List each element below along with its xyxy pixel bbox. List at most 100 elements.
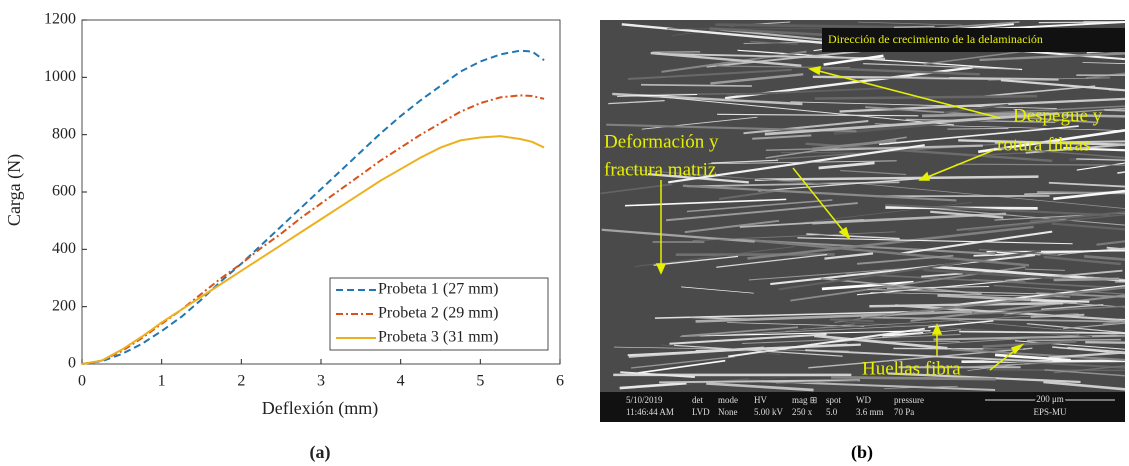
fiber bbox=[1082, 62, 1126, 64]
legend-label: Probeta 2 (29 mm) bbox=[378, 305, 498, 322]
fiber bbox=[882, 286, 1126, 318]
info-text: det bbox=[692, 395, 703, 405]
fiber bbox=[748, 268, 903, 281]
fiber bbox=[955, 163, 1126, 166]
x-tick-label: 2 bbox=[237, 373, 245, 390]
fiber bbox=[829, 318, 874, 323]
y-tick-label: 1200 bbox=[44, 11, 76, 28]
fiber bbox=[921, 272, 963, 278]
fiber bbox=[959, 330, 1126, 335]
fiber bbox=[1076, 162, 1126, 171]
fiber bbox=[884, 385, 958, 389]
fiber bbox=[608, 100, 665, 105]
fiber bbox=[669, 333, 827, 345]
fiber bbox=[863, 63, 1020, 70]
texture bbox=[600, 20, 1126, 392]
chart: Carga (N) Deflexión (mm) (a) 0 1 2 3 4 5 6 0 200… bbox=[4, 11, 564, 463]
fiber bbox=[1027, 338, 1121, 342]
fiber bbox=[818, 161, 875, 170]
sem-image: Dirección de crecimiento de la delaminac… bbox=[600, 20, 1126, 463]
fiber bbox=[1062, 113, 1126, 118]
fiber bbox=[803, 201, 972, 223]
info-bar bbox=[600, 392, 1125, 422]
fiber bbox=[770, 254, 1036, 286]
fiber bbox=[765, 148, 814, 151]
fiber bbox=[681, 326, 799, 337]
fiber bbox=[1015, 340, 1126, 350]
fiber bbox=[1041, 304, 1104, 311]
fiber bbox=[824, 252, 874, 260]
legend-label: Probeta 3 (31 mm) bbox=[378, 329, 498, 346]
annotation: Deformación y bbox=[604, 131, 719, 152]
fiber bbox=[739, 218, 864, 228]
line-series bbox=[81, 94, 545, 365]
fiber bbox=[710, 73, 804, 85]
fiber bbox=[1000, 79, 1126, 92]
info-text: LVD bbox=[692, 407, 710, 417]
fiber bbox=[958, 139, 1126, 146]
fiber bbox=[865, 106, 1099, 124]
fiber bbox=[711, 159, 779, 164]
fiber bbox=[845, 272, 1126, 290]
fiber bbox=[1029, 211, 1126, 223]
fiber bbox=[780, 151, 873, 154]
fiber bbox=[867, 288, 1074, 296]
fiber bbox=[861, 316, 1126, 323]
fiber bbox=[967, 213, 1126, 231]
fiber bbox=[654, 310, 935, 319]
fiber bbox=[752, 134, 812, 140]
fiber bbox=[962, 362, 1042, 368]
fiber bbox=[611, 167, 832, 186]
fiber bbox=[930, 210, 1004, 219]
info-text: 5/10/2019 bbox=[626, 395, 663, 405]
info-text: 3.6 mm bbox=[856, 407, 884, 417]
fiber bbox=[979, 52, 1126, 62]
fiber bbox=[993, 284, 1126, 295]
fiber bbox=[775, 380, 859, 384]
fiber bbox=[715, 23, 918, 29]
fiber bbox=[743, 119, 869, 135]
fiber bbox=[981, 105, 1126, 115]
x-tick-label: 5 bbox=[476, 373, 484, 390]
fiber bbox=[716, 253, 828, 268]
fiber bbox=[660, 96, 954, 126]
x-tick-label: 1 bbox=[158, 373, 166, 390]
fiber bbox=[614, 346, 849, 352]
fiber bbox=[699, 330, 931, 337]
caption: (a) bbox=[310, 442, 331, 463]
fiber bbox=[858, 21, 963, 26]
fiber bbox=[778, 249, 1042, 291]
y-tick-label: 200 bbox=[52, 297, 76, 314]
fiber bbox=[1117, 171, 1126, 174]
label-box bbox=[822, 28, 1125, 52]
y-axis-label: Carga (N) bbox=[4, 154, 25, 226]
fiber bbox=[1026, 323, 1126, 334]
fiber bbox=[1085, 276, 1126, 280]
fiber bbox=[668, 144, 925, 184]
annotation: Despegue y bbox=[1013, 105, 1103, 126]
fiber bbox=[802, 313, 1079, 330]
fiber bbox=[656, 52, 886, 60]
fiber bbox=[982, 340, 1077, 348]
y-tick-label: 1000 bbox=[44, 68, 76, 85]
fiber bbox=[717, 113, 919, 117]
fiber bbox=[1076, 158, 1126, 161]
fiber bbox=[1085, 340, 1126, 344]
fiber bbox=[1044, 369, 1126, 377]
fiber bbox=[706, 382, 814, 392]
annotation: fractura matriz bbox=[604, 159, 716, 180]
fiber bbox=[666, 202, 858, 222]
fiber bbox=[728, 327, 925, 358]
fiber bbox=[814, 334, 948, 350]
info-text: pressure bbox=[894, 395, 924, 405]
info-text: None bbox=[718, 407, 738, 417]
fiber bbox=[1067, 346, 1126, 353]
info-text: 70 Pa bbox=[894, 407, 914, 417]
fiber bbox=[619, 381, 687, 390]
fiber bbox=[653, 255, 739, 266]
fiber bbox=[727, 87, 884, 96]
info-text: spot bbox=[826, 395, 842, 405]
fiber bbox=[706, 50, 861, 68]
caption: (b) bbox=[851, 442, 873, 463]
info-text: mode bbox=[718, 395, 738, 405]
